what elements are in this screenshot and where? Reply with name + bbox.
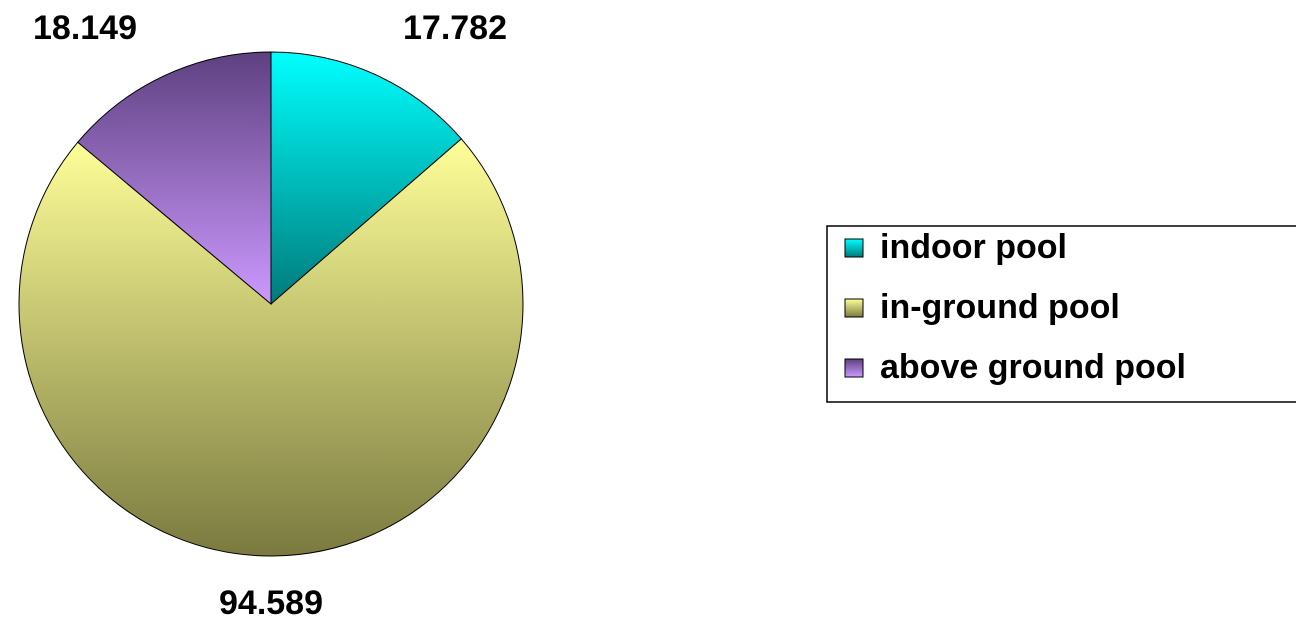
legend-swatch (844, 358, 864, 378)
data-label: 94.589 (219, 584, 323, 622)
legend-label: in-ground pool (880, 288, 1120, 326)
data-label: 17.782 (403, 9, 507, 47)
legend-swatch (844, 298, 864, 318)
legend-swatch (844, 238, 864, 258)
pie-slice (77, 51, 272, 306)
legend-label: indoor pool (880, 228, 1067, 266)
pie-slice (18, 138, 524, 557)
legend-box (826, 225, 1296, 403)
data-label: 18.149 (33, 9, 137, 47)
legend-label: above ground pool (880, 348, 1186, 386)
pie-slice (270, 51, 463, 306)
